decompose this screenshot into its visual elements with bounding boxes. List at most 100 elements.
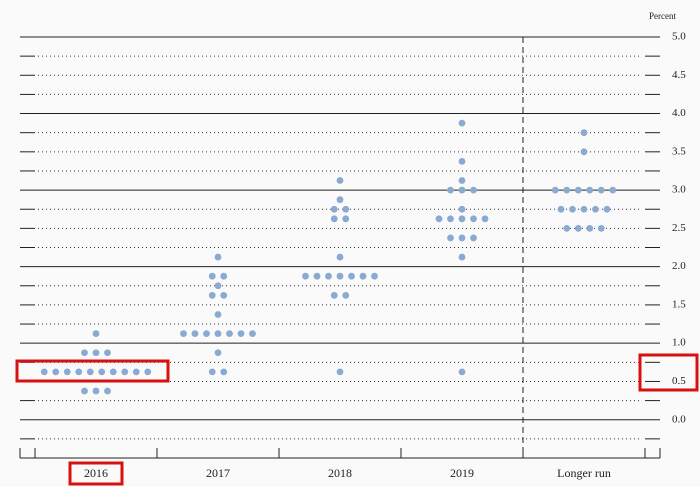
- dot: [214, 311, 222, 318]
- dot: [458, 205, 466, 213]
- dot: [336, 253, 344, 261]
- dot: [249, 330, 256, 338]
- dot: [81, 387, 88, 395]
- dot: [325, 272, 332, 280]
- dot: [98, 368, 106, 376]
- dot: [470, 215, 477, 223]
- dot: [592, 205, 599, 213]
- dot: [569, 205, 576, 213]
- x-tick-label: 2018: [328, 466, 352, 480]
- x-tick-label: 2019: [450, 466, 474, 480]
- dot: [336, 177, 344, 184]
- dot: [597, 186, 605, 194]
- dot: [52, 368, 60, 376]
- dot: [132, 368, 140, 376]
- dot: [481, 215, 489, 223]
- dot: [458, 234, 466, 242]
- dot: [330, 205, 338, 213]
- dot: [458, 186, 466, 194]
- y-tick-label: 3.0: [672, 184, 686, 196]
- dot: [458, 119, 466, 127]
- dot: [574, 224, 582, 232]
- dot: [580, 205, 588, 213]
- y-axis-label: Percent: [649, 11, 676, 21]
- dot: [86, 368, 94, 376]
- y-tick-label: 5.0: [672, 31, 686, 43]
- dot: [458, 215, 466, 223]
- dot: [92, 387, 100, 395]
- dot: [208, 272, 216, 280]
- dot: [214, 330, 222, 338]
- dot: [220, 291, 228, 299]
- x-tick-label: Longer run: [557, 466, 611, 480]
- dot: [609, 186, 617, 194]
- dot: [342, 205, 350, 213]
- y-tick-label: 4.0: [672, 107, 686, 119]
- dot: [121, 368, 129, 376]
- dot: [109, 368, 117, 376]
- dot: [92, 330, 100, 338]
- dot: [226, 330, 233, 338]
- dot: [313, 272, 321, 280]
- x-tick-label: 2017: [206, 466, 230, 480]
- dot: [180, 330, 187, 338]
- dot: [597, 224, 605, 232]
- dot: [336, 196, 344, 204]
- dot: [563, 224, 571, 232]
- dot: [551, 186, 559, 194]
- y-tick-label: 3.5: [672, 145, 686, 157]
- dot: [336, 272, 344, 280]
- dot: [359, 272, 367, 280]
- dot: [302, 272, 309, 280]
- dot: [220, 368, 228, 376]
- dot: [81, 349, 88, 357]
- dot: [580, 148, 588, 156]
- dot: [63, 368, 71, 376]
- dot: [447, 215, 454, 223]
- dot: [104, 349, 111, 357]
- dot: [348, 272, 355, 280]
- dot: [336, 368, 344, 376]
- dot: [92, 349, 100, 357]
- dot: [586, 186, 594, 194]
- dot: [447, 186, 454, 194]
- dot: [203, 330, 210, 338]
- highlight-box: [15, 359, 170, 383]
- dot: [458, 157, 466, 165]
- y-tick-label: 2.0: [672, 260, 686, 272]
- dot: [214, 349, 222, 357]
- dot: [104, 387, 111, 395]
- dot: [458, 368, 466, 376]
- dot: [144, 368, 152, 376]
- dot: [237, 330, 245, 338]
- highlight-box: [638, 353, 699, 392]
- dot: [208, 368, 216, 376]
- y-tick-label: 0.0: [672, 413, 686, 425]
- dot: [214, 282, 222, 290]
- dot: [435, 215, 443, 223]
- dot: [458, 253, 466, 261]
- dot: [586, 224, 594, 232]
- y-tick-label: 4.5: [672, 69, 686, 81]
- dot: [470, 186, 477, 194]
- dot: [447, 234, 454, 242]
- dot: [342, 215, 350, 223]
- dot: [580, 129, 588, 137]
- y-tick-label: 0.5: [672, 375, 686, 387]
- dot: [470, 234, 477, 242]
- dot: [40, 368, 48, 376]
- dot: [557, 205, 565, 213]
- dot: [371, 272, 378, 280]
- dot: [574, 186, 582, 194]
- dot: [330, 291, 338, 299]
- dot: [208, 291, 216, 299]
- dot: [563, 186, 571, 194]
- dot: [214, 253, 222, 261]
- dot: [330, 215, 338, 223]
- y-tick-label: 2.5: [672, 222, 686, 234]
- highlight-box: [68, 461, 124, 486]
- y-tick-label: 1.5: [672, 298, 686, 310]
- dot: [220, 272, 228, 280]
- dot: [75, 368, 83, 376]
